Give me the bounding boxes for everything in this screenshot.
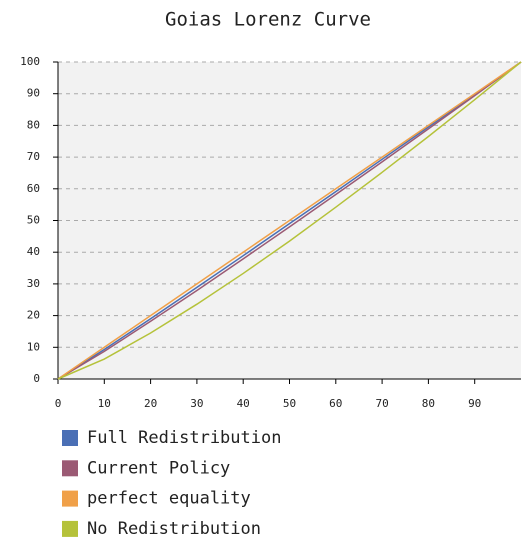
x-tick-label: 70 [375,397,388,410]
y-tick-label: 20 [27,309,40,322]
legend-swatch [62,490,78,507]
y-tick-label: 60 [27,182,40,195]
legend-swatch [62,460,78,477]
y-tick-label: 30 [27,277,40,290]
legend-swatch [62,520,78,537]
legend-label: Current Policy [87,458,230,478]
x-tick-label: 80 [422,397,435,410]
y-tick-label: 80 [27,118,40,131]
x-tick-label: 60 [329,397,342,410]
x-tick-label: 30 [190,397,203,410]
legend-label: perfect equality [87,489,251,509]
legend-swatch [62,430,78,446]
series-line [57,61,522,380]
y-tick-label: 0 [33,372,40,385]
y-tick-label: 40 [27,245,40,258]
y-tick-label: 50 [27,214,40,227]
y-tick-label: 100 [20,55,40,68]
x-tick-label: 40 [237,397,250,410]
chart-title: Goias Lorenz Curve [165,9,371,31]
x-tick-label: 50 [283,397,296,410]
series-line [57,61,522,380]
y-tick-label: 10 [27,340,40,353]
legend-label: No Redistribution [87,519,261,539]
x-tick-label: 0 [55,397,62,410]
series-line [57,61,522,380]
legend-label: Full Redistribution [87,428,281,448]
y-tick-label: 70 [27,150,40,163]
x-tick-label: 10 [98,397,111,410]
x-tick-label: 20 [144,397,157,410]
x-tick-label: 90 [468,397,481,410]
series-line [57,61,522,380]
y-tick-label: 90 [27,87,40,100]
